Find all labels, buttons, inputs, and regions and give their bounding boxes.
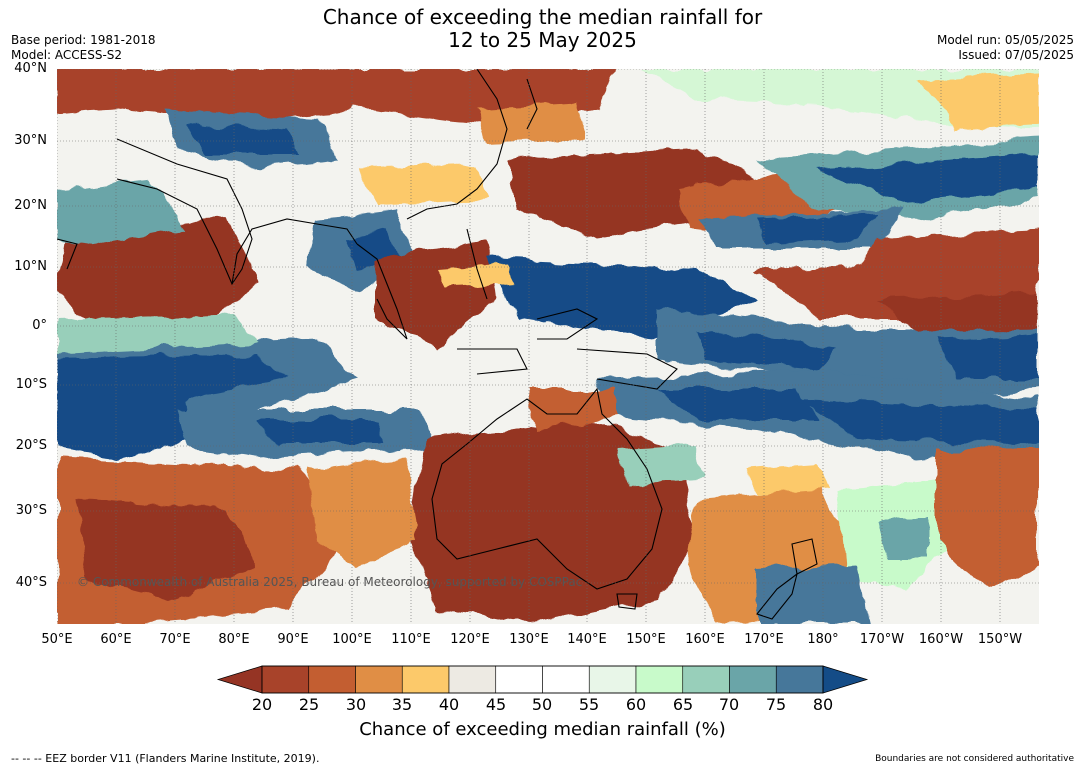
colorbar-tick-35: 35 xyxy=(391,695,413,714)
colorbar-bin xyxy=(775,665,824,694)
lat-label-10n: 10°N xyxy=(14,259,47,274)
colorbar-frame xyxy=(261,665,824,694)
colorbar-tick-20: 20 xyxy=(251,695,273,714)
colorbar-bins xyxy=(261,665,824,694)
lon-label-120e: 120°E xyxy=(450,632,490,647)
lon-label-110e: 110°E xyxy=(391,632,431,647)
model-name: Model: ACCESS-S2 xyxy=(11,48,123,62)
lat-label-20n: 20°N xyxy=(14,198,47,213)
colorbar xyxy=(216,665,869,694)
lon-label-80e: 80°E xyxy=(218,632,250,647)
lat-label-20s: 20°S xyxy=(15,438,47,453)
colorbar-tick-30: 30 xyxy=(345,695,367,714)
gridlines xyxy=(57,69,1039,624)
colorbar-bin xyxy=(542,665,590,694)
lon-label-70e: 70°E xyxy=(159,632,191,647)
lon-label-150w: 150°W xyxy=(977,632,1023,647)
colorbar-bin xyxy=(682,665,730,694)
model-run: Model run: 05/05/2025 xyxy=(936,33,1074,47)
colorbar-tick-65: 65 xyxy=(672,695,694,714)
chart-title-line2: 12 to 25 May 2025 xyxy=(448,28,637,52)
colorbar-tick-40: 40 xyxy=(438,695,460,714)
colorbar-bin xyxy=(448,665,497,694)
lon-label-160w: 160°W xyxy=(918,632,964,647)
lon-label-50e: 50°E xyxy=(41,632,73,647)
colorbar-bin xyxy=(261,665,310,694)
lon-label-180: 180° xyxy=(807,632,839,647)
lon-label-140e: 140°E xyxy=(567,632,607,647)
colorbar-bin xyxy=(635,665,684,694)
colorbar-bin xyxy=(308,665,356,694)
chart-title-line1: Chance of exceeding the median rainfall … xyxy=(322,5,763,29)
lat-label-40n: 40°N xyxy=(14,61,47,76)
lat-label-30n: 30°N xyxy=(14,133,47,148)
issued-date: Issued: 07/05/2025 xyxy=(958,48,1074,62)
boundaries-disclaimer: Boundaries are not considered authoritat… xyxy=(875,754,1074,764)
lon-label-170e: 170°E xyxy=(744,632,784,647)
lon-label-60e: 60°E xyxy=(100,632,132,647)
colorbar-tick-45: 45 xyxy=(485,695,507,714)
lon-label-100e: 100°E xyxy=(332,632,372,647)
copyright-notice: © Commonwealth of Australia 2025, Bureau… xyxy=(77,575,582,589)
colorbar-below-20-arrow xyxy=(216,665,263,694)
eez-border-note: -- -- -- EEZ border V11 (Flanders Marine… xyxy=(11,752,320,765)
lat-label-0: 0° xyxy=(32,318,47,333)
coastlines xyxy=(57,69,818,620)
colorbar-above-80-arrow xyxy=(822,665,869,694)
colorbar-bin xyxy=(495,665,543,694)
lon-label-90e: 90°E xyxy=(277,632,309,647)
colorbar-bin xyxy=(401,665,450,694)
lat-label-10s: 10°S xyxy=(15,377,47,392)
lon-label-160e: 160°E xyxy=(685,632,725,647)
colorbar-bin xyxy=(588,665,637,694)
colorbar-title: Chance of exceeding median rainfall (%) xyxy=(359,719,726,740)
colorbar-tick-50: 50 xyxy=(531,695,553,714)
colorbar-bin xyxy=(729,665,777,694)
colorbar-tick-55: 55 xyxy=(578,695,600,714)
colorbar-tick-80: 80 xyxy=(812,695,834,714)
lon-label-170w: 170°W xyxy=(859,632,905,647)
probability-field xyxy=(57,69,1039,624)
lat-label-40s: 40°S xyxy=(15,575,47,590)
rainfall-probability-map: © Commonwealth of Australia 2025, Bureau… xyxy=(57,69,1039,624)
lon-label-150e: 150°E xyxy=(626,632,666,647)
colorbar-bin xyxy=(355,665,403,694)
colorbar-tick-25: 25 xyxy=(298,695,320,714)
colorbar-tick-70: 70 xyxy=(718,695,740,714)
base-period: Base period: 1981-2018 xyxy=(11,33,156,47)
colorbar-tick-75: 75 xyxy=(765,695,787,714)
colorbar-tick-60: 60 xyxy=(625,695,647,714)
lon-label-130e: 130°E xyxy=(509,632,549,647)
lat-label-30s: 30°S xyxy=(15,503,47,518)
